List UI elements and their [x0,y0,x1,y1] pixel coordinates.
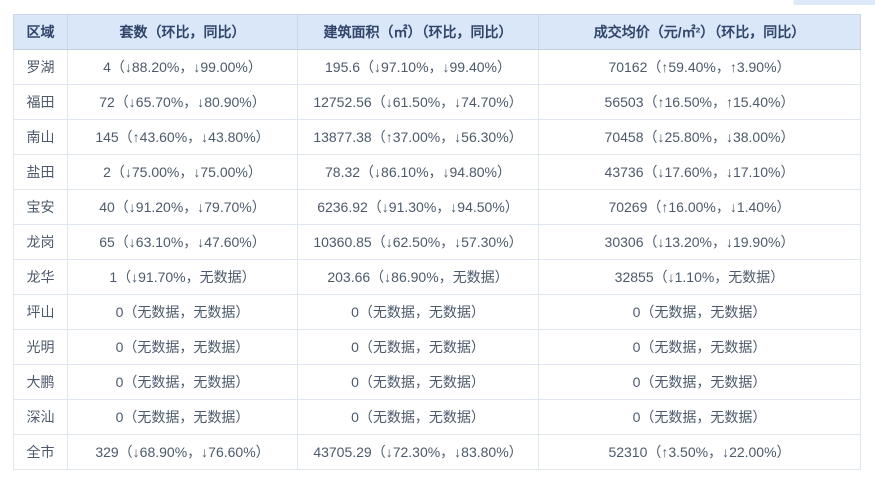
region-cell: 宝安 [13,189,68,225]
table-row: 龙岗 65（↓63.10%，↓47.60%） 10360.85（↓62.50%，… [13,224,861,260]
region-cell: 龙华 [13,259,68,295]
area-cell: 0（无数据，无数据） [297,329,539,365]
table-row: 龙华 1（↓91.70%，无数据） 203.66（↓86.90%，无数据） 32… [13,259,861,295]
region-cell: 盐田 [13,154,68,190]
table-row: 深汕 0（无数据，无数据） 0（无数据，无数据） 0（无数据，无数据） [13,399,861,435]
area-cell: 0（无数据，无数据） [297,364,539,400]
price-cell: 52310（↑3.50%，↓22.00%） [538,434,861,470]
units-cell: 65（↓63.10%，↓47.60%） [67,224,298,260]
units-cell: 0（无数据，无数据） [67,364,298,400]
units-cell: 1（↓91.70%，无数据） [67,259,298,295]
region-cell: 深汕 [13,399,68,435]
region-cell: 罗湖 [13,49,68,85]
region-cell: 坪山 [13,294,68,330]
units-cell: 329（↓68.90%，↓76.60%） [67,434,298,470]
region-cell: 光明 [13,329,68,365]
region-stats-table-container: 区域 套数（环比，同比） 建筑面积（㎡）（环比，同比） 成交均价（元/㎡²）（环… [13,14,861,470]
region-cell: 大鹏 [13,364,68,400]
area-cell: 6236.92（↓91.30%，↓94.50%） [297,189,539,225]
area-cell: 195.6（↓97.10%，↓99.40%） [297,49,539,85]
table-row: 南山 145（↑43.60%，↓43.80%） 13877.38（↑37.00%… [13,119,861,155]
area-cell: 203.66（↓86.90%，无数据） [297,259,539,295]
units-cell: 2（↓75.00%，↓75.00%） [67,154,298,190]
header-cell-price: 成交均价（元/㎡²）（环比，同比） [538,14,861,50]
units-cell: 4（↓88.20%，↓99.00%） [67,49,298,85]
table-row: 坪山 0（无数据，无数据） 0（无数据，无数据） 0（无数据，无数据） [13,294,861,330]
area-cell: 0（无数据，无数据） [297,294,539,330]
units-cell: 40（↓91.20%，↓79.70%） [67,189,298,225]
units-cell: 0（无数据，无数据） [67,399,298,435]
header-cell-units: 套数（环比，同比） [67,14,298,50]
units-cell: 0（无数据，无数据） [67,294,298,330]
region-cell: 龙岗 [13,224,68,260]
price-cell: 30306（↓13.20%，↓19.90%） [538,224,861,260]
table-row: 宝安 40（↓91.20%，↓79.70%） 6236.92（↓91.30%，↓… [13,189,861,225]
price-cell: 56503（↑16.50%，↑15.40%） [538,84,861,120]
table-row: 大鹏 0（无数据，无数据） 0（无数据，无数据） 0（无数据，无数据） [13,364,861,400]
price-cell: 0（无数据，无数据） [538,329,861,365]
region-cell: 福田 [13,84,68,120]
table-row: 福田 72（↓65.70%，↓80.90%） 12752.56（↓61.50%，… [13,84,861,120]
price-cell: 0（无数据，无数据） [538,364,861,400]
price-cell: 70458（↓25.80%，↓38.00%） [538,119,861,155]
price-cell: 32855（↓1.10%，无数据） [538,259,861,295]
region-cell: 全市 [13,434,68,470]
price-cell: 43736（↓17.60%，↓17.10%） [538,154,861,190]
table-header-row: 区域 套数（环比，同比） 建筑面积（㎡）（环比，同比） 成交均价（元/㎡²）（环… [13,14,861,50]
region-stats-table: 区域 套数（环比，同比） 建筑面积（㎡）（环比，同比） 成交均价（元/㎡²）（环… [13,14,861,470]
area-cell: 43705.29（↓72.30%，↓83.80%） [297,434,539,470]
units-cell: 72（↓65.70%，↓80.90%） [67,84,298,120]
area-cell: 78.32（↓86.10%，↓94.80%） [297,154,539,190]
price-cell: 70269（↑16.00%，↓1.40%） [538,189,861,225]
scrollbar-fragment [793,0,875,5]
area-cell: 13877.38（↑37.00%，↓56.30%） [297,119,539,155]
region-cell: 南山 [13,119,68,155]
units-cell: 0（无数据，无数据） [67,329,298,365]
table-row: 光明 0（无数据，无数据） 0（无数据，无数据） 0（无数据，无数据） [13,329,861,365]
area-cell: 0（无数据，无数据） [297,399,539,435]
table-row: 全市 329（↓68.90%，↓76.60%） 43705.29（↓72.30%… [13,434,861,470]
price-cell: 0（无数据，无数据） [538,294,861,330]
area-cell: 12752.56（↓61.50%，↓74.70%） [297,84,539,120]
header-cell-area: 建筑面积（㎡）（环比，同比） [297,14,539,50]
price-cell: 70162（↑59.40%，↑3.90%） [538,49,861,85]
table-row: 盐田 2（↓75.00%，↓75.00%） 78.32（↓86.10%，↓94.… [13,154,861,190]
price-cell: 0（无数据，无数据） [538,399,861,435]
header-cell-region: 区域 [13,14,68,50]
units-cell: 145（↑43.60%，↓43.80%） [67,119,298,155]
table-row: 罗湖 4（↓88.20%，↓99.00%） 195.6（↓97.10%，↓99.… [13,49,861,85]
area-cell: 10360.85（↓62.50%，↓57.30%） [297,224,539,260]
